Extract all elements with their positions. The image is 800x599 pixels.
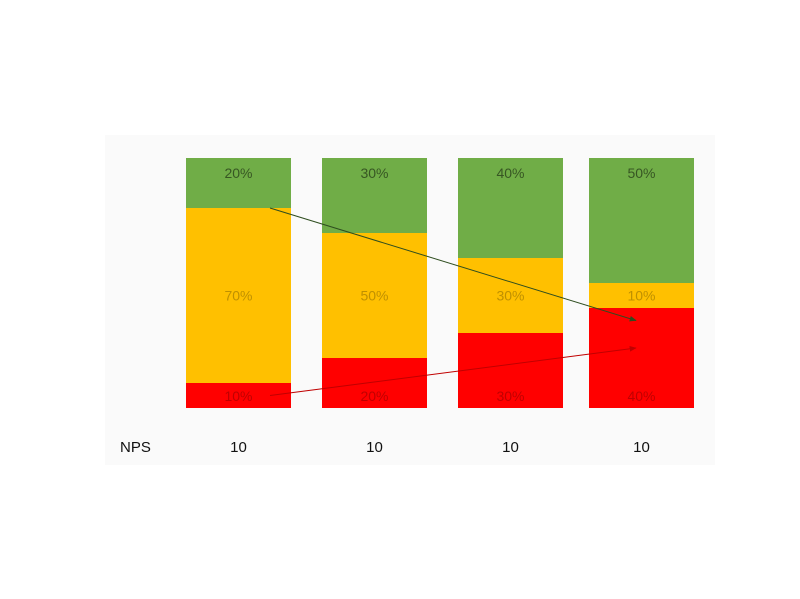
bar-segment-middle-3	[458, 258, 563, 333]
bar-segment-middle-1	[186, 208, 291, 383]
bar-segment-middle-4	[589, 283, 694, 308]
segment-label-middle-4: 10%	[627, 288, 655, 304]
segment-label-bottom-2: 20%	[360, 388, 388, 404]
segment-label-bottom-4: 40%	[627, 388, 655, 404]
segment-label-top-1: 20%	[224, 165, 252, 181]
segment-label-middle-3: 30%	[496, 288, 524, 304]
trend-arrow-top	[269, 207, 637, 322]
trend-arrow-bottom	[269, 346, 637, 396]
segment-label-top-3: 40%	[496, 165, 524, 181]
segment-label-top-4: 50%	[627, 165, 655, 181]
nps-value-4: 10	[633, 439, 650, 456]
segment-label-bottom-3: 30%	[496, 388, 524, 404]
nps-value-1: 10	[230, 439, 247, 456]
nps-value-3: 10	[502, 439, 519, 456]
bar-segment-top-2	[322, 158, 427, 233]
segment-label-top-2: 30%	[360, 165, 388, 181]
bar-segment-top-1	[186, 158, 291, 208]
nps-label: NPS	[120, 439, 151, 456]
nps-row: 10 10 10 10 NPS	[120, 439, 650, 456]
segment-label-bottom-1: 10%	[224, 388, 252, 404]
segment-label-middle-2: 50%	[360, 288, 388, 304]
bar-segment-bottom-4	[589, 308, 694, 408]
nps-value-2: 10	[366, 439, 383, 456]
bar-segment-top-4	[589, 158, 694, 283]
bar-segment-bottom-2	[322, 358, 427, 408]
bar-segment-bottom-3	[458, 333, 563, 408]
bar-segment-middle-2	[322, 233, 427, 358]
bars-group	[186, 158, 694, 408]
segment-labels-group: 10% 70% 20% 20% 50% 30% 30% 30% 40% 40% 10% 50%	[224, 165, 655, 404]
bar-segment-top-3	[458, 158, 563, 258]
segment-label-middle-1: 70%	[224, 288, 252, 304]
trend-arrows-group	[269, 207, 637, 396]
